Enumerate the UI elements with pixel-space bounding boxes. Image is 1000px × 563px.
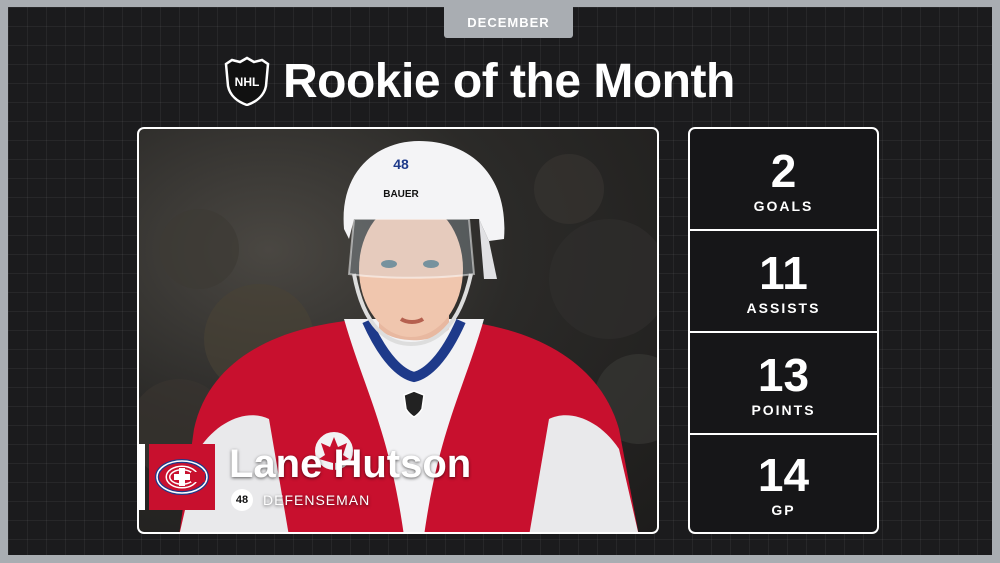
stat-value: 13 <box>757 348 810 401</box>
nhl-shield-icon: NHL <box>224 56 270 106</box>
stat-games-played: 14 GP <box>690 433 877 532</box>
page-title: Rookie of the Month <box>283 55 735 108</box>
helmet-brand-text: BAUER <box>383 189 419 200</box>
player-position: DEFENSEMAN <box>263 492 371 508</box>
month-tab: DECEMBER <box>444 7 573 38</box>
stat-value: 2 <box>770 144 797 197</box>
graphic-frame: DECEMBER NHL Rookie of the Month <box>8 7 992 555</box>
player-photo: 48 BAUER Lane Hutson 48 DEFENSEMAN <box>137 127 659 534</box>
stat-assists: 11 ASSISTS <box>690 231 877 332</box>
stat-divider <box>690 433 877 435</box>
stat-value: 11 <box>759 246 808 299</box>
stat-label: GP <box>771 501 796 518</box>
name-bar-stripe <box>139 444 145 510</box>
stat-value: 14 <box>757 448 810 501</box>
stats-panel: 2 GOALS 11 ASSISTS 13 POINTS 14 GP <box>688 127 879 534</box>
player-name: Lane Hutson <box>229 442 472 486</box>
stat-label: POINTS <box>751 401 816 418</box>
stat-points: 13 POINTS <box>690 333 877 434</box>
player-name-bar: Lane Hutson 48 DEFENSEMAN <box>139 442 499 514</box>
stat-label: ASSISTS <box>746 299 821 316</box>
stat-divider <box>690 331 877 333</box>
jersey-number-badge: 48 <box>231 489 253 511</box>
stat-divider <box>690 229 877 231</box>
helmet-number-text: 48 <box>393 156 409 172</box>
canadiens-logo-icon <box>149 444 215 510</box>
nhl-logo-text: NHL <box>235 75 260 89</box>
player-illustration: 48 BAUER <box>139 141 657 532</box>
stat-label: GOALS <box>753 197 814 214</box>
stat-goals: 2 GOALS <box>690 129 877 230</box>
